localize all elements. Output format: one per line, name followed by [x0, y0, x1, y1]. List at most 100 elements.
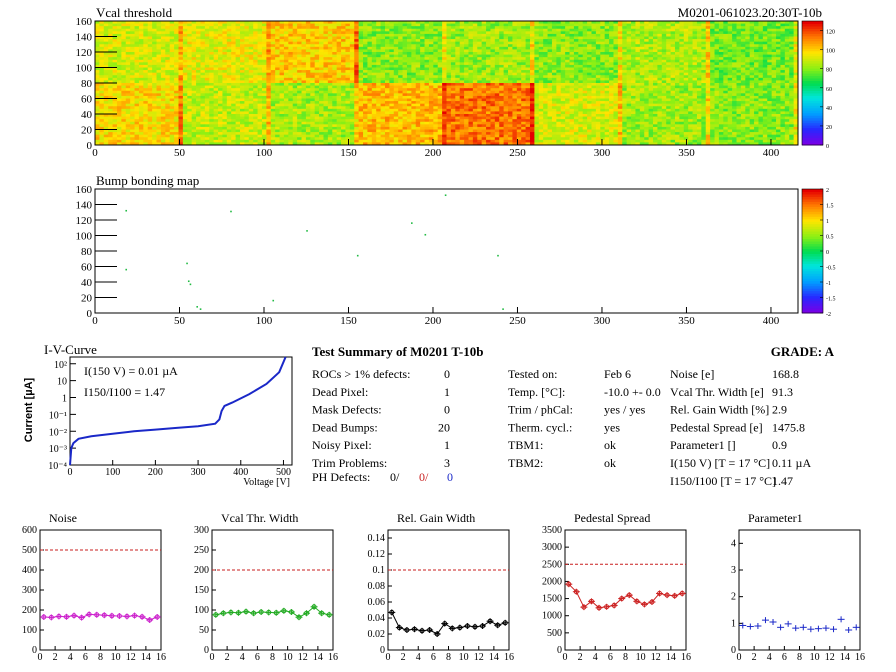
vcal-cell: [196, 39, 201, 43]
vcal-cell: [547, 72, 553, 76]
vcal-cell: [253, 23, 258, 27]
vcal-cell: [767, 33, 773, 37]
vcal-cell: [257, 33, 263, 37]
vcal-cell: [508, 64, 513, 68]
vcal-cell: [169, 46, 175, 50]
vcal-cell: [661, 21, 667, 24]
vcal-cell: [130, 75, 135, 79]
vcal-cell: [116, 101, 122, 105]
vcal-cell: [578, 46, 584, 50]
vcal-cell: [639, 85, 645, 89]
vcal-cell: [428, 49, 434, 53]
vcal-cell: [626, 28, 632, 32]
vcal-cell: [138, 67, 144, 71]
vcal-cell: [609, 75, 614, 79]
vcal-cell: [683, 88, 689, 92]
vcal-cell: [253, 49, 258, 53]
vcal-cell: [573, 64, 579, 68]
vcal-cell: [420, 80, 425, 84]
vcal-cell: [657, 93, 663, 97]
vcal-cell: [283, 75, 289, 79]
vcal-cell: [674, 83, 680, 86]
vcal-cell: [701, 31, 707, 35]
vcal-cell: [235, 85, 241, 89]
vcal-cell: [393, 57, 399, 61]
vcal-cell: [191, 101, 197, 105]
vcal-cell: [455, 85, 461, 89]
vcal-cell: [200, 49, 206, 53]
vcal-cell: [551, 33, 557, 37]
vcal-cell: [710, 70, 715, 74]
vcal-cell: [762, 46, 768, 50]
vcal-cell: [754, 31, 759, 35]
vcal-cell: [723, 90, 729, 94]
vcal-cell: [204, 70, 210, 74]
vcal-cell: [578, 83, 584, 86]
vcal-cell: [341, 33, 346, 37]
vcal-cell: [617, 93, 623, 97]
vcal-cell: [446, 62, 452, 66]
vcal-cell: [279, 49, 285, 53]
vcal-cell: [305, 98, 311, 102]
vcal-cell: [740, 67, 746, 71]
vcal-cell: [595, 98, 601, 102]
vcal-cell: [578, 67, 584, 71]
vcal-cell: [670, 93, 676, 97]
vcal-cell: [261, 64, 267, 68]
vcal-cell: [494, 64, 500, 68]
vcal-cell: [319, 28, 324, 32]
vcal-cell: [437, 98, 443, 102]
vcal-cell: [354, 98, 360, 102]
vcal-cell: [784, 49, 790, 53]
vcal-cell: [477, 70, 483, 74]
vcal-cell: [283, 62, 289, 66]
vcal-cell: [196, 59, 201, 63]
vcal-cell: [464, 46, 469, 50]
vcal-cell: [323, 28, 329, 32]
vcal-cell: [732, 62, 737, 66]
vcal-cell: [573, 46, 579, 50]
vcal-cell: [314, 80, 320, 84]
vcal-cell: [209, 41, 215, 45]
vcal-cell: [327, 28, 333, 32]
vcal-cell: [406, 75, 412, 79]
vcal-cell: [152, 54, 157, 58]
vcal-cell: [261, 52, 267, 55]
vcal-cell: [200, 98, 206, 102]
vcal-cell: [314, 72, 320, 76]
vcal-cell: [631, 77, 636, 81]
vcal-cell: [767, 59, 773, 63]
vcal-cell: [661, 72, 667, 76]
vcal-cell: [143, 83, 149, 86]
vcal-cell: [587, 23, 592, 27]
vcal-cell: [283, 23, 289, 27]
vcal-cell: [218, 98, 223, 102]
vcal-cell: [99, 62, 105, 66]
vcal-cell: [402, 21, 408, 24]
vcal-cell: [718, 80, 724, 84]
vcal-cell: [235, 80, 241, 84]
vcal-cell: [516, 26, 522, 30]
vcal-cell: [688, 85, 693, 89]
vcal-cell: [472, 54, 478, 58]
vcal-cell: [187, 83, 193, 86]
vcal-cell: [714, 31, 720, 35]
vcal-cell: [275, 21, 280, 24]
vcal-cell: [218, 28, 223, 32]
vcal-cell: [424, 49, 430, 53]
vcal-cell: [450, 46, 456, 50]
vcal-cell: [305, 95, 311, 99]
vcal-cell: [701, 64, 707, 68]
vcal-cell: [279, 23, 285, 27]
vcal-cell: [95, 52, 100, 55]
vcal-cell: [578, 98, 584, 102]
vcal-cell: [191, 72, 197, 76]
vcal-cell: [745, 31, 751, 35]
vcal-cell: [116, 67, 122, 71]
vcal-cell: [200, 23, 206, 27]
vcal-cell: [644, 67, 650, 71]
vcal-cell: [288, 95, 294, 99]
vcal-cell: [595, 54, 601, 58]
vcal-cell: [235, 64, 241, 68]
vcal-cell: [472, 85, 478, 89]
